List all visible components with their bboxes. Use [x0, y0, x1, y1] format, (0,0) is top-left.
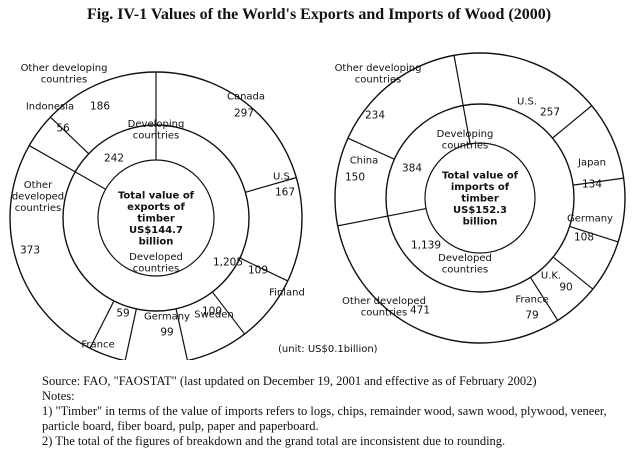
exports-outer-label-7: Indonesia	[26, 102, 74, 113]
exports-outer-value-2: 109	[248, 265, 268, 277]
imports-outer-label-1: Japan	[577, 158, 606, 169]
imports-outer-label-6: China	[350, 156, 379, 167]
exports-outer-label-8: Other developing countries	[21, 63, 108, 86]
exports-outer-slice-2	[239, 257, 289, 282]
note-1: 1) "Timber" in terms of the value of imp…	[42, 404, 607, 433]
exports-outer-value-5: 59	[116, 308, 129, 320]
unit-label: (unit: US$0.1billion)	[278, 344, 378, 355]
imports-inner-slice-0	[462, 105, 471, 144]
exports-outer-value-4: 99	[160, 327, 173, 339]
imports-outer-value-6: 150	[345, 172, 365, 184]
imports-outer-ring	[334, 52, 626, 344]
figure-title: Fig. IV-1 Values of the World's Exports …	[86, 6, 552, 23]
imports-outer-slice-4	[552, 256, 594, 290]
exports-center-circle	[97, 159, 215, 277]
imports-inner-value-0: 384	[402, 163, 422, 175]
imports-inner-ring	[385, 103, 575, 293]
exports-outer-value-0: 297	[234, 108, 254, 120]
exports-outer-label-1: U.S.	[273, 172, 293, 183]
imports-outer-value-1: 134	[582, 179, 602, 191]
imports-outer-value-0: 257	[540, 107, 560, 119]
imports-outer-value-7: 234	[365, 110, 385, 122]
imports-outer-slice-2	[573, 177, 624, 186]
exports-outer-label-3: Sweden	[194, 310, 234, 321]
imports-outer-label-0: U.S.	[517, 97, 537, 108]
imports-inner-label-0: Developing countries	[437, 129, 494, 152]
imports-outer-slice-6	[337, 215, 388, 227]
imports-outer-value-3: 90	[559, 282, 572, 294]
imports-outer-label-3: U.K.	[541, 271, 561, 282]
imports-inner-value-1: 1,139	[411, 240, 441, 252]
exports-outer-value-3: 100	[202, 306, 222, 318]
exports-inner-value-0: 242	[104, 153, 124, 165]
exports-outer-value-8: 186	[90, 101, 110, 113]
imports-outer-slice-5	[529, 277, 559, 321]
exports-inner-value-1: 1,205	[213, 257, 243, 269]
exports-outer-slice-5	[124, 308, 137, 360]
imports-center-circle	[424, 142, 536, 254]
exports-center-label: Total value of exports of timber US$144.7 bi…	[118, 191, 195, 248]
notes-heading: Notes:	[42, 389, 75, 403]
exports-outer-label-0: Canada	[227, 92, 265, 103]
imports-outer-label-7: Other developing countries	[335, 63, 422, 86]
source-note: Source: FAO, "FAOSTAT" (last updated on …	[42, 374, 537, 388]
exports-outer-value-6: 373	[20, 245, 40, 257]
exports-outer-slice-8	[50, 116, 90, 155]
exports-outer-label-5: France	[81, 340, 114, 351]
exports-outer-value-7: 56	[56, 123, 70, 135]
exports-outer-label-2: Finland	[269, 288, 305, 299]
exports-outer-slice-6	[89, 300, 115, 349]
exports-inner-slice-1	[74, 171, 106, 190]
exports-inner-label-1: Developed countries	[129, 252, 183, 275]
donut-charts: Total value of exports of timber US$144.7 bi…	[9, 52, 626, 360]
imports-outer-value-2: 108	[574, 232, 594, 244]
imports-inner-slice-1	[387, 207, 427, 217]
imports-outer-value-5: 471	[410, 305, 430, 317]
imports-outer-slice-7	[347, 137, 395, 160]
exports-inner-label-0: Developing countries	[128, 119, 185, 142]
exports-outer-label-6: Other developed countries	[12, 180, 64, 214]
imports-outer-slice-1	[552, 105, 593, 139]
imports-inner-label-1: Developed countries	[438, 253, 492, 276]
imports-center-label: Total value of imports of timber US$152.3 bi…	[442, 171, 519, 228]
exports-outer-slice-4	[175, 308, 188, 360]
note-2: 2) The total of the figures of breakdown…	[42, 434, 506, 448]
imports-outer-label-5: Other developed countries	[342, 296, 426, 319]
exports-outer-slice-7	[28, 145, 76, 173]
notes-block: Source: FAO, "FAOSTAT" (last updated on …	[42, 374, 638, 449]
exports-outer-value-1: 167	[275, 187, 295, 199]
exports-outer-label-4: Germany	[144, 312, 190, 323]
exports-outer-slice-3	[211, 291, 246, 335]
imports-outer-value-4: 79	[525, 310, 538, 322]
imports-outer-label-2: Germany	[567, 214, 613, 225]
imports-outer-label-4: France	[515, 295, 548, 306]
imports-outer-slice-3	[569, 225, 619, 243]
exports-outer-slice-1	[245, 177, 297, 193]
imports-outer-slice-0	[453, 55, 464, 106]
